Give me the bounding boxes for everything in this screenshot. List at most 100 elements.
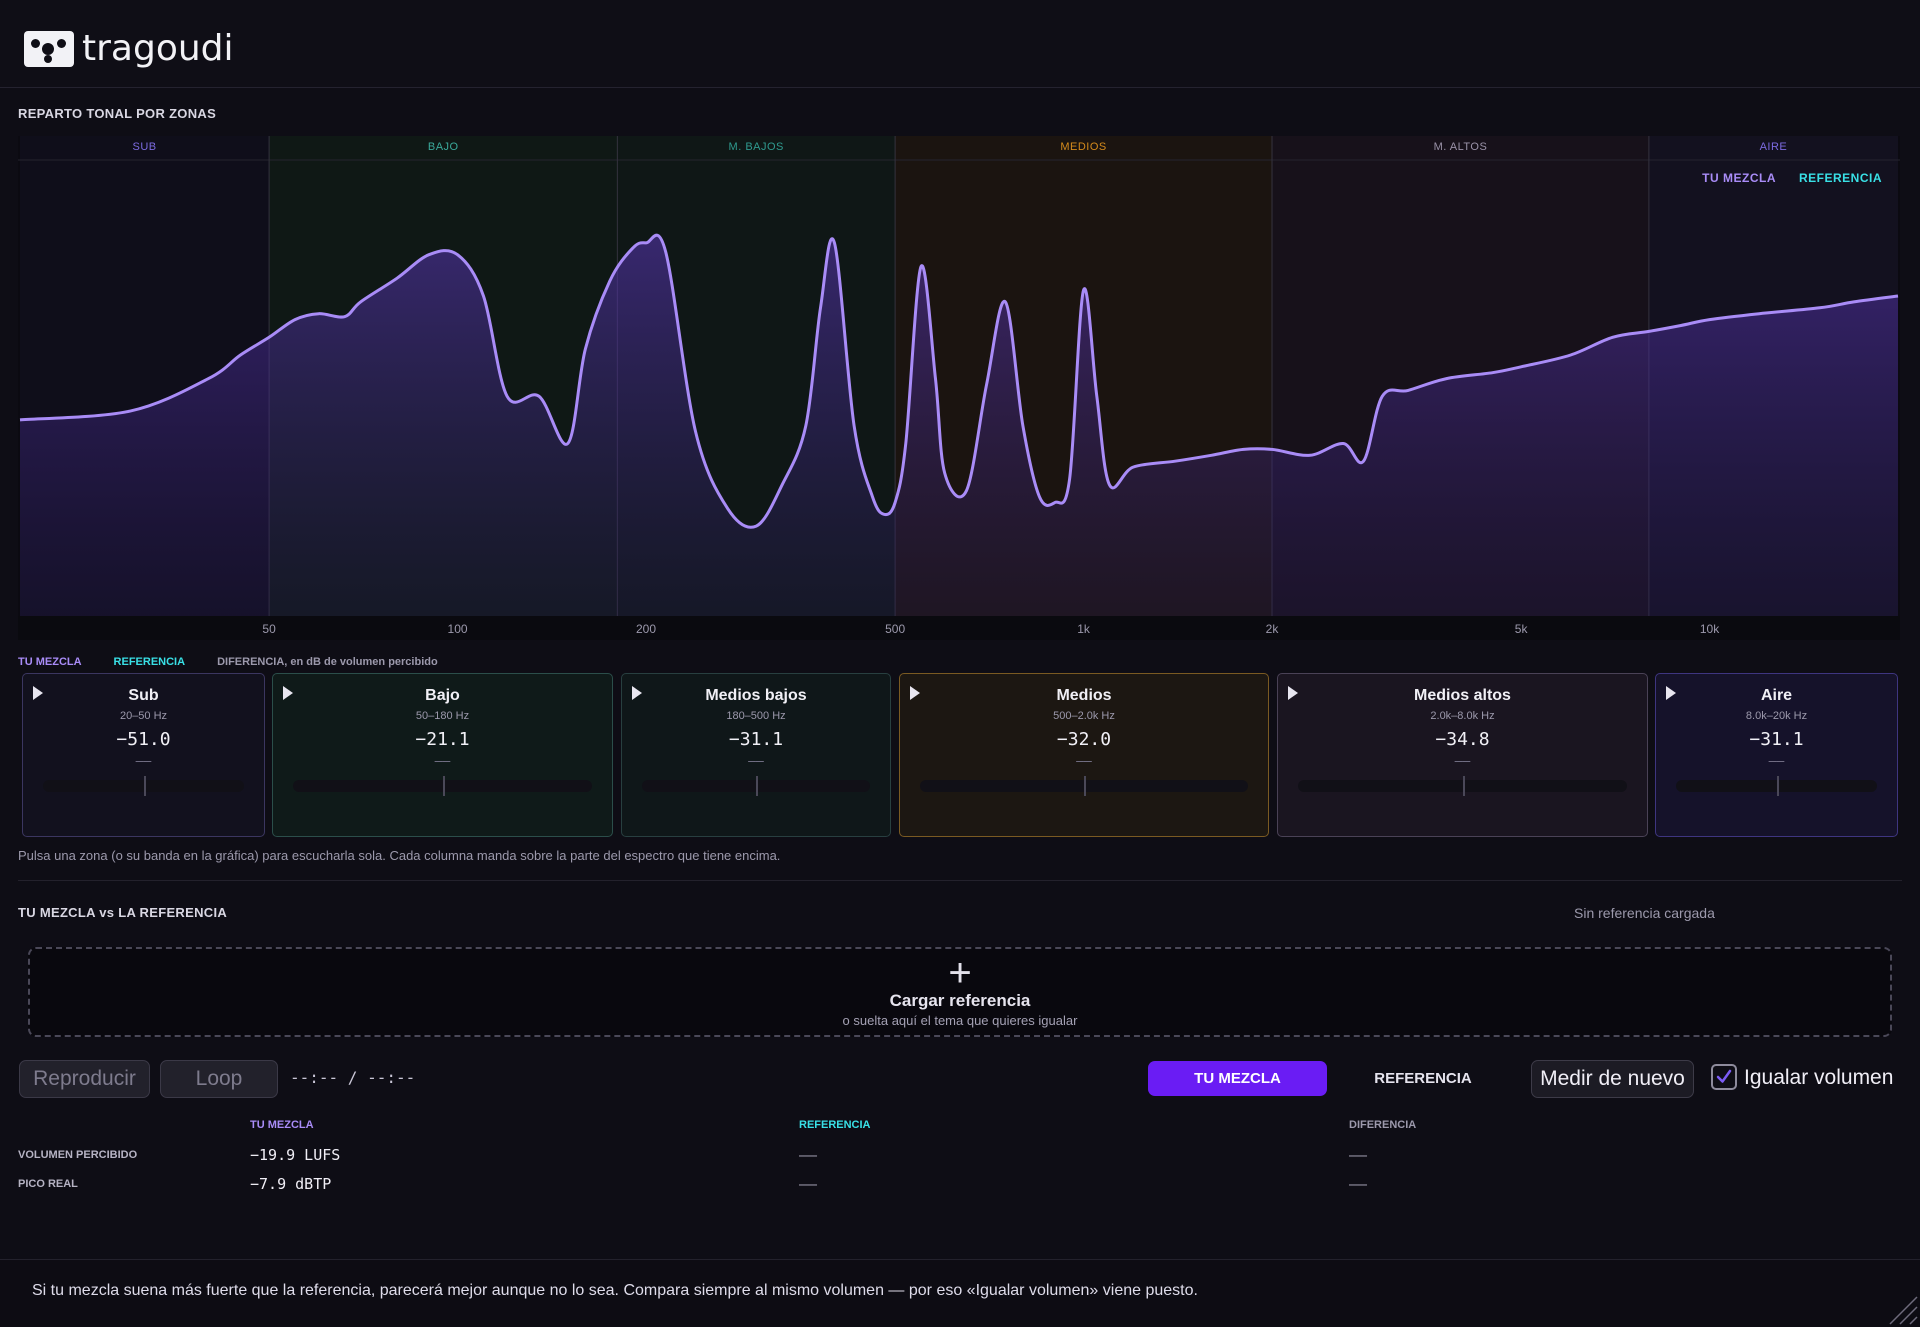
zone-level-slider[interactable] — [1298, 776, 1627, 796]
section-divider — [18, 880, 1902, 881]
zone-level-slider[interactable] — [920, 776, 1248, 796]
reference-status: Sin referencia cargada — [1574, 905, 1715, 921]
table-header-reference: REFERENCIA — [799, 1119, 871, 1131]
plus-icon: + — [948, 951, 972, 995]
zone-name: Medios altos — [1414, 687, 1511, 704]
resize-handle-icon[interactable] — [1878, 1285, 1918, 1325]
slider-thumb[interactable] — [442, 776, 445, 796]
zone-range: 2.0k–8.0k Hz — [1430, 710, 1495, 722]
app-logo[interactable]: tragoudi — [24, 28, 234, 69]
playback-time: --:-- / --:-- — [290, 1068, 416, 1087]
zone-range: 8.0k–20k Hz — [1745, 710, 1808, 722]
slider-thumb[interactable] — [143, 776, 146, 796]
play-icon[interactable] — [33, 686, 43, 700]
zone-value: −31.1 — [1749, 729, 1804, 750]
zone-level-slider[interactable] — [1676, 776, 1877, 796]
mix-toggle-button[interactable]: TU MEZCLA — [1148, 1061, 1327, 1096]
slider-thumb[interactable] — [1084, 776, 1086, 796]
row-label-loudness: VOLUMEN PERCIBIDO — [18, 1149, 138, 1161]
spectrum-chart[interactable]: SUB BAJO M. BAJOS MEDIOS M. ALTOS AIRE 50 100 2… — [18, 136, 1900, 640]
slider-thumb[interactable] — [756, 776, 758, 796]
legend-diff: DIFERENCIA, en dB de volumen percibido — [217, 656, 438, 668]
zone-card-aire[interactable]: Aire 8.0k–20k Hz −31.1 —— — [1655, 673, 1898, 837]
reference-toggle-button[interactable]: REFERENCIA — [1374, 1070, 1472, 1087]
peak-mix-value: −7.9 dBTP — [250, 1175, 332, 1193]
loop-button[interactable]: Loop — [160, 1060, 278, 1098]
load-reference-subtitle: o suelta aquí el tema que quieres iguala… — [842, 1013, 1078, 1028]
zone-diff: —— — [1768, 754, 1785, 769]
zone-level-slider[interactable] — [43, 776, 244, 796]
zone-card-bajo[interactable]: Bajo 50–180 Hz −21.1 —— — [272, 673, 613, 837]
legend-mix: TU MEZCLA — [18, 656, 82, 668]
zone-range: 500–2.0k Hz — [1053, 710, 1115, 722]
bands-legend: TU MEZCLA REFERENCIA DIFERENCIA, en dB d… — [18, 656, 438, 668]
spectrum-svg[interactable]: SUB BAJO M. BAJOS MEDIOS M. ALTOS AIRE 50 100 2… — [18, 136, 1900, 640]
play-icon[interactable] — [283, 686, 293, 700]
x-tick-label: 5k — [1515, 622, 1529, 636]
x-tick-label: 10k — [1700, 622, 1720, 636]
peak-reference-value: —— — [799, 1175, 818, 1193]
bands-hint: Pulsa una zona (o su banda en la gráfica… — [18, 848, 781, 863]
table-header-diff: DIFERENCIA — [1349, 1119, 1417, 1131]
zone-value: −32.0 — [1056, 729, 1112, 750]
row-label-peak: PICO REAL — [18, 1178, 78, 1190]
zone-name: Bajo — [425, 687, 460, 704]
x-tick-label: 1k — [1077, 622, 1091, 636]
zone-label: BAJO — [428, 141, 459, 153]
peak-diff-value: —— — [1349, 1175, 1368, 1193]
play-button[interactable]: Reproducir — [19, 1060, 150, 1098]
play-icon[interactable] — [910, 686, 920, 700]
match-volume-checkbox[interactable] — [1711, 1064, 1737, 1090]
slider-thumb[interactable] — [1776, 776, 1779, 796]
zone-diff: —— — [135, 754, 152, 769]
zone-diff: —— — [434, 754, 451, 769]
zone-name: Sub — [128, 687, 159, 704]
x-tick-label: 50 — [262, 622, 276, 636]
x-tick-label: 2k — [1266, 622, 1280, 636]
zone-label: AIRE — [1760, 141, 1788, 153]
zone-diff: —— — [748, 754, 764, 769]
play-icon[interactable] — [1288, 686, 1298, 700]
play-icon[interactable] — [632, 686, 642, 700]
legend-reference: REFERENCIA — [113, 656, 186, 668]
table-header-mix: TU MEZCLA — [250, 1119, 314, 1131]
zone-card-medios-altos[interactable]: Medios altos 2.0k–8.0k Hz −34.8 —— — [1277, 673, 1648, 837]
zone-card-medios-bajos[interactable]: Medios bajos 180–500 Hz −31.1 —— — [621, 673, 891, 837]
zone-card-sub[interactable]: Sub 20–50 Hz −51.0 —— — [22, 673, 265, 837]
load-reference-title: Cargar referencia — [889, 991, 1031, 1010]
zone-label: MEDIOS — [1060, 141, 1106, 153]
zone-name: Medios bajos — [705, 687, 807, 704]
zone-label: M. ALTOS — [1434, 141, 1488, 153]
loudness-reference-value: —— — [799, 1146, 818, 1164]
zone-value: −31.1 — [728, 729, 784, 750]
zone-diff: —— — [1076, 754, 1092, 769]
slider-thumb[interactable] — [1462, 776, 1465, 796]
play-icon[interactable] — [1666, 686, 1676, 700]
x-tick-label: 200 — [636, 622, 656, 636]
zone-label: M. BAJOS — [729, 141, 784, 153]
app-header: tragoudi — [0, 0, 1920, 88]
zone-card-medios[interactable]: Medios 500–2.0k Hz −32.0 —— — [899, 673, 1269, 837]
remeasure-button[interactable]: Medir de nuevo — [1531, 1060, 1694, 1098]
zone-value: −34.8 — [1435, 729, 1490, 750]
zone-range: 20–50 Hz — [119, 710, 168, 722]
zone-value: −21.1 — [415, 729, 470, 750]
x-axis-strip — [18, 616, 1900, 640]
zone-range: 50–180 Hz — [415, 710, 470, 722]
zone-name: Medios — [1056, 687, 1112, 704]
mix-spectrum-area — [20, 235, 1898, 616]
checkmark-icon — [1716, 1069, 1732, 1083]
zone-range: 180–500 Hz — [726, 710, 786, 722]
zone-label: SUB — [132, 141, 156, 153]
zone-name: Aire — [1760, 687, 1793, 704]
match-volume-label[interactable]: Igualar volumen — [1744, 1066, 1894, 1089]
zone-level-slider[interactable] — [642, 776, 870, 796]
logo-icon — [24, 30, 74, 67]
footer-note: Si tu mezcla suena más fuerte que la ref… — [32, 1282, 1198, 1299]
zone-diff: —— — [1454, 754, 1471, 769]
load-reference-dropzone[interactable]: + Cargar referencia o suelta aquí el tem… — [28, 947, 1892, 1037]
zone-level-slider[interactable] — [293, 776, 592, 796]
chart-legend-reference: REFERENCIA — [1799, 171, 1882, 185]
loudness-diff-value: —— — [1349, 1146, 1368, 1164]
chart-legend-mix: TU MEZCLA — [1702, 171, 1776, 185]
